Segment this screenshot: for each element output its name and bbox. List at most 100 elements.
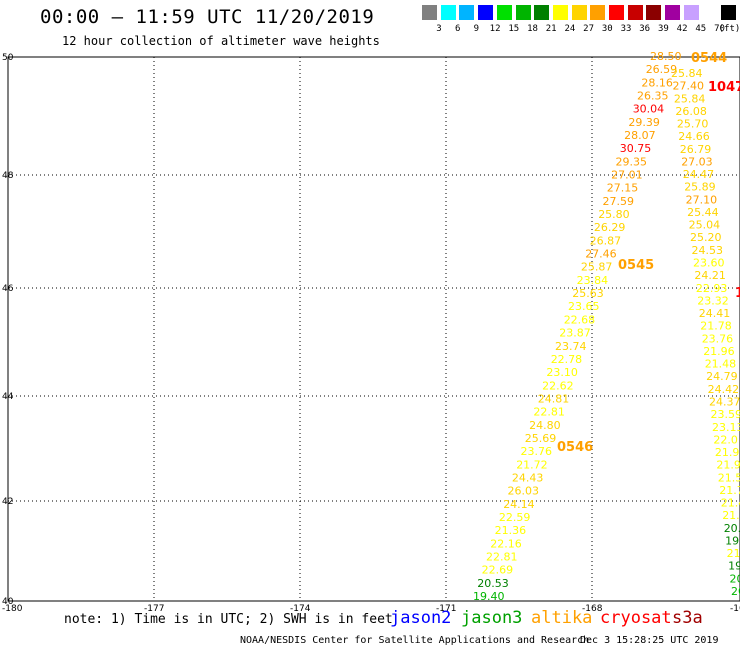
observations: 28.5026.5928.1626.3530.0429.3928.0730.75…	[473, 50, 740, 603]
legend-swatch	[627, 5, 643, 20]
x-tick-label: -168	[582, 604, 603, 614]
wave-height-value: 23.76	[702, 332, 734, 345]
x-tick-label: -16	[730, 604, 740, 614]
wave-height-value: 20.53	[477, 577, 509, 590]
legend-swatch	[515, 5, 531, 20]
wave-height-value: 27.01	[611, 169, 643, 182]
y-tick-label: 42	[2, 497, 13, 507]
x-tick-label: -174	[290, 604, 311, 614]
wave-height-value: 26.87	[590, 234, 622, 247]
credit-line: NOAA/NESDIS Center for Satellite Applica…	[240, 635, 590, 646]
y-tick-label: 46	[2, 284, 14, 294]
wave-height-value: 24.66	[678, 130, 710, 143]
wave-height-value: 24.14	[503, 498, 535, 511]
wave-height-value: 25.04	[689, 219, 721, 232]
wave-height-value: 24.81	[538, 392, 570, 405]
wave-height-value: 24.47	[683, 168, 715, 181]
wave-height-value: 25.84	[671, 67, 703, 80]
wave-height-value: 21.9	[716, 459, 740, 472]
wave-height-value: 20	[730, 572, 740, 585]
y-tick-label: 50	[2, 53, 14, 63]
wave-height-value: 23.84	[577, 274, 609, 287]
y-tick-label: 40	[2, 597, 14, 607]
wave-height-value: 25.70	[677, 118, 709, 131]
wave-height-value: 20.	[724, 522, 740, 535]
satellite-name: altika	[531, 608, 593, 628]
grid-lines	[8, 57, 740, 601]
legend-label: 27	[583, 24, 595, 34]
legend-swatch	[422, 5, 437, 20]
wave-height-value: 24.21	[694, 269, 726, 282]
legend-label: 45	[695, 24, 707, 34]
legend-label: 9	[473, 24, 480, 34]
wave-height-value: 21.7	[719, 484, 740, 497]
wave-height-value: 28.50	[650, 50, 682, 63]
legend-unit: (ft)	[718, 24, 740, 34]
wave-height-value: 19.40	[473, 590, 505, 603]
legend-swatch	[609, 5, 624, 20]
legend-label: 21	[545, 24, 557, 34]
footer-note: note: 1) Time is in UTC; 2) SWH is in fe…	[64, 612, 393, 627]
wave-height-value: 22.93	[696, 282, 728, 295]
wave-height-value: 22.62	[542, 379, 574, 392]
satellite-name: s3a	[672, 608, 703, 628]
wave-height-value: 27.10	[686, 193, 718, 206]
wave-height-value: 26.08	[675, 105, 707, 118]
map-title: 00:00 – 11:59 UTC 11/20/2019	[40, 6, 375, 28]
wave-height-value: 24.42	[708, 383, 740, 396]
wave-height-value: 27.03	[681, 155, 713, 168]
wave-height-value: 28.07	[624, 129, 656, 142]
wave-height-value: 24.43	[512, 472, 544, 485]
legend-swatch	[721, 5, 737, 20]
wave-height-value: 22.16	[490, 537, 522, 550]
map-subtitle: 12 hour collection of altimeter wave hei…	[62, 34, 380, 48]
wave-height-value: 23.60	[693, 257, 725, 270]
wave-height-value: 25.87	[581, 261, 613, 274]
legend-swatch	[665, 5, 681, 20]
legend-label: 42	[676, 24, 688, 34]
wave-height-value: 23.32	[697, 294, 729, 307]
legend-label: 6	[454, 24, 461, 34]
wave-height-value: 24.79	[706, 370, 738, 383]
wave-height-value: 25.80	[598, 208, 630, 221]
pass-time-label: 0546	[557, 440, 593, 455]
wave-height-value: 22.59	[499, 511, 531, 524]
wave-height-value: 22.69	[482, 564, 513, 577]
wave-height-value: 23.10	[546, 366, 578, 379]
wave-height-value: 29.35	[616, 155, 648, 168]
wave-height-value: 23.59	[711, 408, 740, 421]
wave-height-value: 25.44	[687, 206, 719, 219]
wave-height-value: 19	[725, 535, 739, 548]
wave-height-value: 27.40	[673, 80, 705, 93]
legend-swatch	[590, 5, 606, 20]
wave-height-value: 26.79	[680, 143, 712, 156]
wave-height-value: 21.9	[715, 446, 740, 459]
legend-swatch	[534, 5, 550, 20]
wave-height-value: 21.36	[495, 524, 526, 537]
wave-height-value: 19	[728, 560, 740, 573]
x-tick-label: -180	[2, 604, 23, 614]
wave-height-value: 22.0	[713, 433, 738, 446]
wave-height-value: 24.53	[692, 244, 724, 257]
wave-height-value: 25.20	[690, 231, 722, 244]
wave-height-value: 25.63	[572, 287, 604, 300]
wave-height-value: 23.87	[559, 327, 591, 340]
wave-height-value: 21.78	[700, 320, 732, 333]
wave-height-value: 22.81	[533, 406, 565, 419]
legend-label: 39	[657, 24, 669, 34]
wave-height-value: 24.80	[529, 419, 561, 432]
wave-height-value: 24.41	[699, 307, 731, 320]
wave-height-value: 27.59	[603, 195, 635, 208]
legend-swatch	[552, 5, 568, 20]
wave-height-value: 30.04	[633, 103, 665, 116]
wave-height-value: 22.78	[551, 353, 583, 366]
x-tick-label: -177	[144, 604, 164, 614]
wave-height-value: 28.16	[641, 76, 673, 89]
wave-height-value: 26.03	[508, 485, 540, 498]
legend-label: 3	[436, 24, 442, 34]
legend-label: 12	[489, 24, 501, 34]
wave-height-value: 23.76	[521, 445, 553, 458]
wave-height-value: 23.74	[555, 340, 587, 353]
legend-swatch	[571, 5, 587, 20]
